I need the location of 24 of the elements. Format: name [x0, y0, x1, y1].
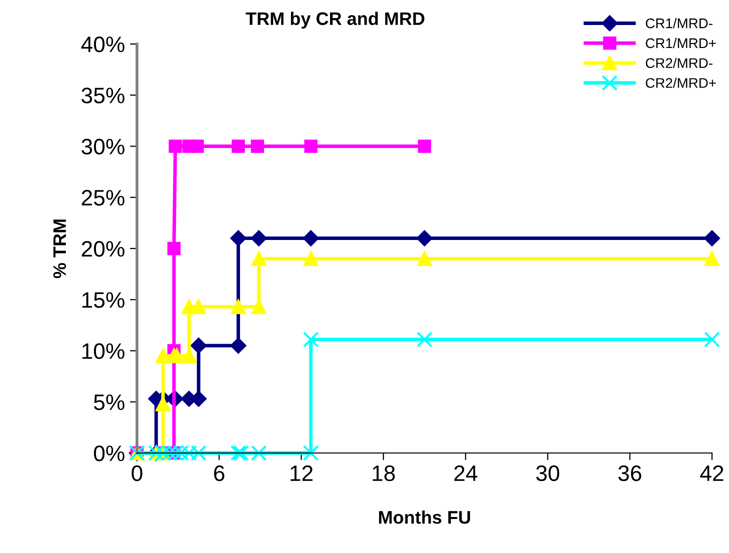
y-tick-label: 20% [82, 241, 124, 257]
chart-title: TRM by CR and MRD [246, 12, 424, 29]
legend-label: CR1/MRD+ [646, 38, 716, 48]
y-tick-label: 5% [94, 394, 124, 410]
legend-label: CR2/MRD+ [646, 78, 716, 88]
x-tick-label: 12 [290, 465, 313, 481]
y-tick-label: 30% [82, 138, 124, 155]
x-tick-label: 0 [132, 465, 142, 482]
y-tick-label: 25% [82, 190, 124, 206]
x-tick-label: 6 [214, 465, 224, 482]
y-axis-title: % TRM [53, 220, 66, 278]
x-tick-label: 30 [536, 465, 560, 482]
y-tick-label: 40% [81, 36, 124, 52]
legend-label: CR1/MRD- [646, 18, 712, 28]
y-tick-label: 0% [94, 446, 124, 462]
x-axis-title: Months FU [379, 510, 470, 524]
legend-label: CR2/MRD- [646, 58, 712, 68]
y-tick-label: 35% [82, 88, 124, 104]
x-tick-label: 18 [372, 465, 395, 482]
x-tick-label: 24 [454, 465, 478, 481]
x-tick-label: 42 [700, 465, 724, 481]
y-tick-label: 10% [82, 343, 124, 360]
y-tick-label: 15% [82, 292, 124, 308]
x-tick-label: 36 [618, 465, 642, 482]
